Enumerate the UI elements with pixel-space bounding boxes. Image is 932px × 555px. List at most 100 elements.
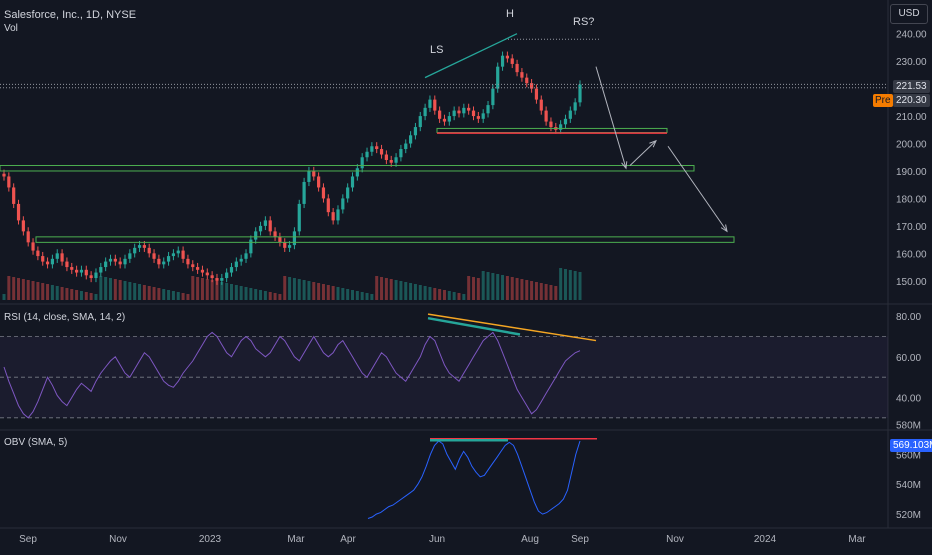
candle-body [108,258,113,262]
obv-tick-label: 580M [896,421,921,432]
candle-body [166,256,171,262]
candle-body [307,170,311,182]
volume-bar [355,291,359,300]
candle-body [462,107,466,114]
volume-bar [113,279,117,300]
pattern-label-h: H [506,8,514,20]
candle-body [2,173,6,177]
time-tick-label: Jun [429,534,445,545]
volume-bar [297,279,301,300]
volume-bar [60,287,64,300]
pattern-label-ls: LS [430,44,444,56]
candle-body [41,256,45,262]
volume-bar [433,288,437,300]
volume-bar [501,275,505,300]
volume-bar [210,280,214,300]
volume-bar [389,279,393,300]
volume-bar [244,287,248,300]
projection-arrow-head [621,161,628,170]
volume-bar [162,289,166,300]
time-tick-label: Nov [109,534,127,545]
candle-body [350,176,355,188]
symbol-title: Salesforce, Inc., 1D, NYSE [4,9,137,21]
time-tick-label: Mar [287,534,305,545]
volume-bar [46,284,50,300]
volume-bar [351,290,355,300]
candle-body [505,55,509,59]
volume-bar [409,283,413,300]
candle-body [423,107,427,117]
support-zone-165 [35,236,735,243]
price-tick-label: 230.00 [896,57,927,68]
support-zone-neckline [436,127,668,134]
volume-bar [457,293,461,300]
candle-body [549,121,553,128]
projection-arrow [629,140,657,166]
price-tick-label: 190.00 [896,167,927,178]
candle-body [312,170,316,177]
volume-bar [346,289,350,300]
candle-body [321,187,326,199]
volume-bar [496,274,500,300]
volume-bar [423,286,427,300]
candle-body [254,231,258,240]
candle-body [520,72,524,78]
candle-body [21,220,25,232]
volume-bar [79,291,83,300]
candle-body [539,99,543,111]
volume-bar [138,284,142,300]
candle-body [94,272,98,279]
volume-bar [563,269,567,300]
candle-body [200,269,205,273]
candle-body [341,198,345,210]
volume-bar [486,272,490,300]
volume-bar [167,290,171,300]
volume-bar [317,283,321,300]
candle-body [559,124,563,130]
candle-body [263,220,267,226]
premarket-price-tag: 220.30 [893,94,930,107]
candle-body [65,261,69,268]
volume-bar [559,268,563,300]
volume-bar [108,278,112,300]
candle-body [331,212,335,221]
candle-body [496,66,500,89]
candle-body [234,261,238,268]
obv-tick-label: 560M [896,450,921,461]
volume-bar [268,292,272,300]
candle-body [99,267,103,273]
volume-bar [321,284,325,300]
obv-line [367,440,581,519]
candle-body [171,253,176,257]
time-tick-label: 2023 [199,534,222,545]
candle-body [302,181,306,204]
rsi-divergence-orange-line [427,313,597,342]
candle-body [389,160,393,163]
candle-body [70,267,74,270]
volume-bar [186,294,190,300]
currency-button[interactable]: USD [890,4,928,24]
candle-body [563,118,568,125]
candle-body [486,105,490,114]
candle-body [379,149,384,155]
candle-body [278,236,282,243]
volume-bar [438,289,442,300]
candle-body [142,245,146,248]
candle-body [317,176,321,188]
volume-bar [380,277,384,300]
candle-body [75,269,79,273]
rsi-tick-label: 40.00 [896,394,921,405]
volume-bar [89,293,93,300]
volume-bar [384,278,388,300]
price-tick-label: 150.00 [896,277,927,288]
candle-body [79,269,84,273]
time-tick-label: Aug [521,534,539,545]
volume-bar [171,291,175,300]
volume-bar [452,292,456,300]
volume-bar [554,286,558,300]
candle-body [176,250,180,254]
candle-body [413,127,418,136]
volume-bar [99,276,103,300]
candle-body [404,143,408,150]
projection-arrow [595,66,627,169]
